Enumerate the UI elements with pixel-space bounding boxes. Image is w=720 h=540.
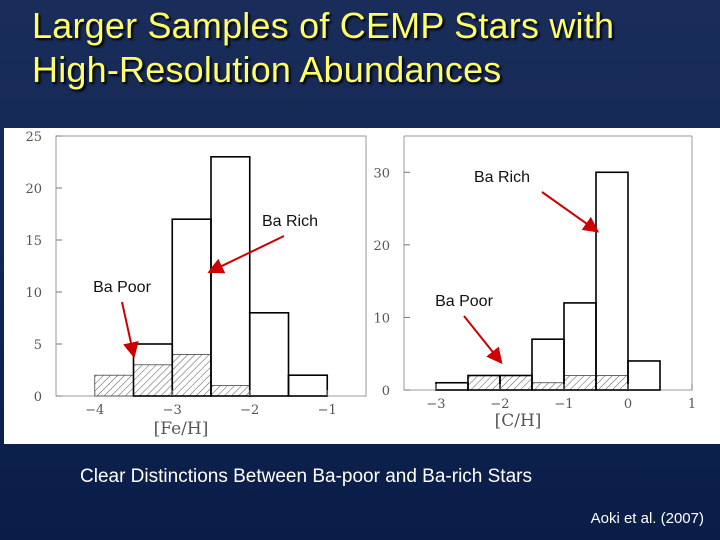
plot-frame (403, 135, 693, 391)
x-tick-label: 1 (688, 397, 696, 412)
citation-credit: Aoki et al. (2007) (590, 510, 704, 527)
x-tick-label: −3 (163, 403, 182, 418)
slide-title: Larger Samples of CEMP Stars with High-R… (32, 4, 712, 92)
ba-poor-bar (171, 353, 212, 397)
annotation-label: Ba Rich (474, 169, 530, 186)
y-tick-label: 25 (25, 130, 42, 145)
x-axis-label: [C/H] (495, 411, 542, 431)
y-tick-label: 5 (34, 338, 42, 353)
x-tick-label: −3 (426, 397, 445, 412)
annotation-arrow (121, 301, 139, 359)
ba-poor-bar (563, 375, 597, 391)
annotation-label: Ba Rich (262, 213, 318, 230)
y-tick-label: 15 (25, 234, 42, 249)
annotation-label: Ba Poor (435, 293, 493, 310)
x-tick-label: −1 (318, 403, 337, 418)
annotation-arrow (541, 191, 600, 233)
ba-poor-bar (499, 375, 533, 391)
ba-poor-bar (94, 374, 134, 397)
y-tick-label: 0 (382, 384, 390, 399)
x-tick-label: −2 (490, 397, 509, 412)
slide-caption: Clear Distinctions Between Ba-poor and B… (80, 466, 532, 487)
y-tick-label: 10 (373, 311, 390, 326)
y-tick-label: 20 (25, 182, 42, 197)
total-bar (248, 312, 290, 397)
feh-histogram: 0 5 10 15 20 25 −4 −3 −2 −1 [Fe/H] Ba Rich Ba Poor (25, 130, 367, 439)
y-tick-label: 20 (373, 239, 390, 254)
ba-poor-bar (467, 375, 501, 391)
x-tick-label: −1 (554, 397, 573, 412)
annotation-arrow (207, 235, 285, 274)
total-bar (627, 360, 661, 391)
y-tick-label: 10 (25, 286, 42, 301)
x-axis-label: [Fe/H] (154, 419, 209, 439)
total-bar (595, 171, 629, 391)
x-tick-label: 0 (624, 397, 632, 412)
ba-poor-bar (133, 364, 173, 397)
y-tick-label: 30 (373, 166, 390, 181)
title-line-2: High-Resolution Abundances (32, 49, 502, 90)
total-bar (210, 155, 251, 397)
figure-panel: 0 5 10 15 20 25 −4 −3 −2 −1 [Fe/H] Ba Rich Ba Poor 0… (4, 128, 720, 444)
y-tick-label: 0 (34, 390, 42, 405)
x-tick-label: −4 (85, 403, 104, 418)
ba-poor-bar (210, 385, 251, 397)
total-bar (287, 374, 329, 397)
ch-histogram: 0 10 20 30 −3 −2 −1 0 1 [C/H] Ba Rich Ba Poor (373, 135, 696, 431)
annotation-label: Ba Poor (93, 279, 151, 296)
x-tick-label: −2 (240, 403, 259, 418)
annotation-arrow (463, 315, 503, 365)
title-line-1: Larger Samples of CEMP Stars with (32, 5, 615, 46)
ba-poor-bar (531, 382, 565, 391)
ba-poor-bar (595, 375, 629, 391)
total-bar (435, 381, 469, 391)
